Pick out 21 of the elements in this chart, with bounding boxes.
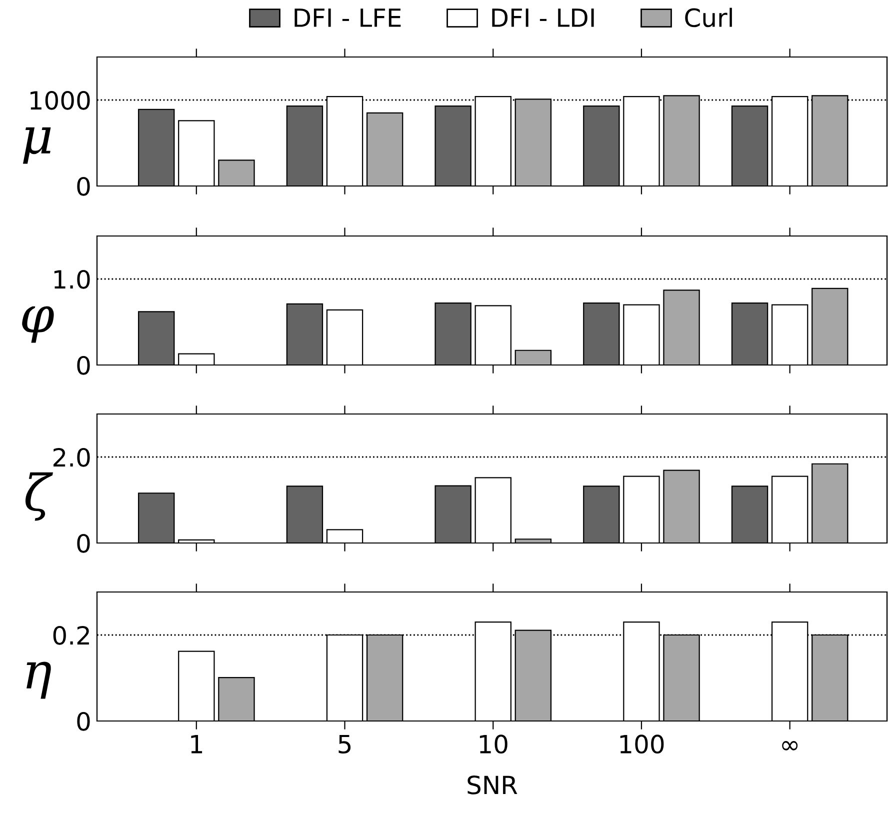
y-axis-title: μ	[22, 127, 51, 164]
x-axis-title: SNR	[468, 776, 518, 794]
y-tick-label: 0	[77, 712, 90, 731]
x-tick-label: 100	[620, 734, 664, 754]
y-axis-title: η	[26, 662, 51, 699]
x-tick-label: 1	[191, 734, 202, 754]
legend-label: DFI - LFE	[294, 8, 401, 27]
x-tick-label: ∞	[782, 741, 798, 750]
x-tick-label: 5	[338, 734, 351, 754]
y-tick-label: 0.2	[53, 626, 89, 645]
y-tick-label: 2.0	[54, 448, 90, 467]
y-tick-label: 0	[77, 534, 90, 553]
legend-label: DFI - LDI	[492, 8, 594, 27]
x-tick-label: 10	[480, 734, 508, 754]
y-tick-label: 0	[77, 356, 90, 375]
y-tick-label: 1.0	[54, 270, 90, 289]
y-tick-label: 0	[77, 176, 90, 196]
y-tick-label: 1000	[30, 90, 90, 110]
y-axis-title: ζ	[25, 472, 54, 521]
y-axis-title: φ	[22, 306, 54, 343]
legend-label: Curl	[685, 8, 732, 28]
